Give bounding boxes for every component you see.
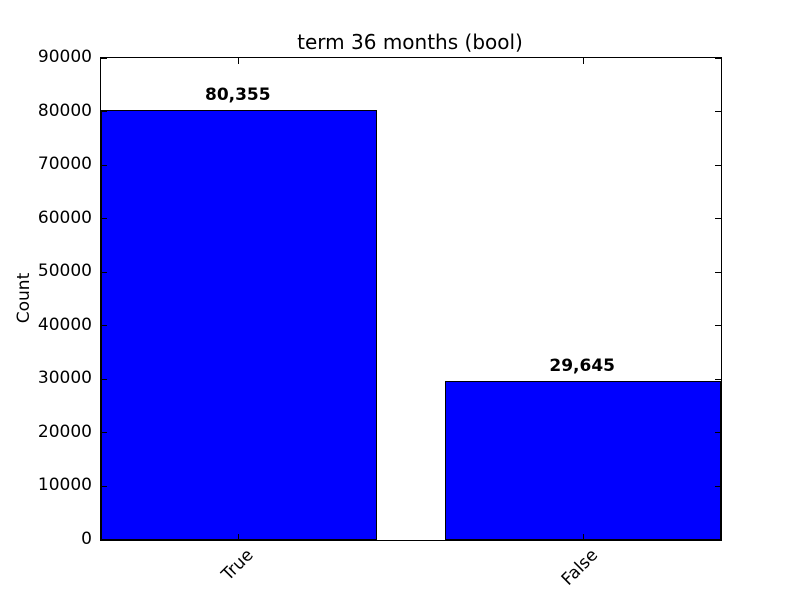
y-tick-label: 90000 (37, 47, 92, 67)
y-tick-left (101, 325, 107, 327)
y-tick-right (715, 57, 721, 59)
y-tick-right (715, 164, 721, 166)
y-tick-left (101, 111, 107, 113)
y-tick-label: 30000 (37, 368, 92, 389)
y-tick-left (101, 378, 107, 380)
y-tick-left (101, 432, 107, 434)
x-tick-bottom (582, 534, 584, 540)
y-tick-left (101, 57, 107, 59)
y-tick-label: 20000 (37, 421, 92, 442)
x-tick-label-false: False (557, 545, 602, 590)
x-tick-top (582, 58, 584, 64)
y-tick-right (715, 432, 721, 434)
y-tick-right (715, 218, 721, 220)
x-tick-bottom (238, 534, 240, 540)
y-tick-left (101, 271, 107, 273)
y-tick-right (715, 325, 721, 327)
y-tick-right (715, 539, 721, 541)
y-tick-label: 0 (81, 529, 92, 549)
plot-area (100, 57, 722, 541)
bar-value-label-false: 29,645 (549, 356, 615, 377)
x-tick-label-true: True (217, 545, 258, 585)
bar-value-label-true: 80,355 (204, 84, 271, 105)
y-tick-label: 40000 (37, 314, 92, 335)
y-tick-left (101, 485, 107, 487)
y-tick-left (101, 164, 107, 166)
y-tick-right (715, 485, 721, 487)
chart-title: term 36 months (bool) (297, 30, 523, 54)
y-tick-left (101, 539, 107, 541)
y-tick-label: 60000 (37, 207, 92, 228)
y-tick-label: 10000 (37, 475, 92, 496)
y-tick-label: 70000 (37, 154, 92, 175)
y-tick-right (715, 378, 721, 380)
y-tick-right (715, 271, 721, 273)
bar-true (101, 109, 377, 540)
y-tick-left (101, 218, 107, 220)
bar-false (445, 381, 721, 540)
x-tick-top (238, 58, 240, 64)
y-tick-label: 50000 (37, 261, 92, 282)
y-tick-label: 80000 (37, 100, 92, 121)
y-tick-right (715, 111, 721, 113)
